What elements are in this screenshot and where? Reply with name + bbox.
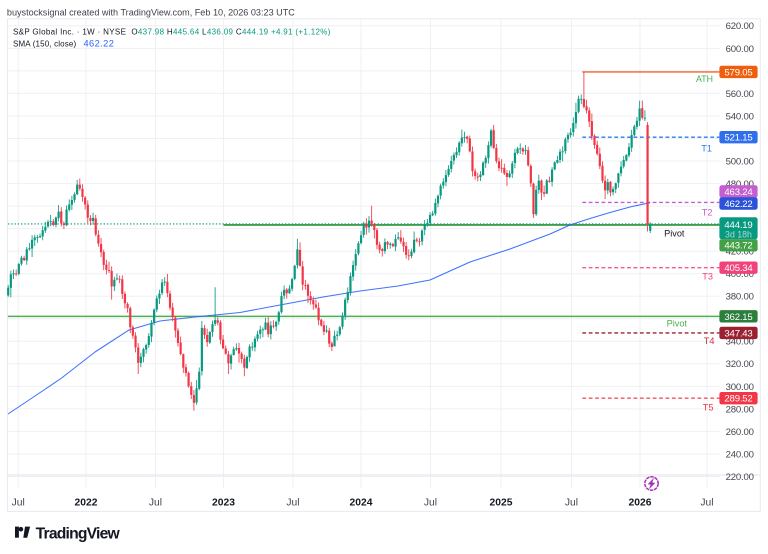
svg-text:320.00: 320.00 bbox=[726, 359, 754, 370]
svg-text:405.34: 405.34 bbox=[724, 263, 753, 274]
svg-text:340.00: 340.00 bbox=[726, 337, 754, 348]
svg-text:T3: T3 bbox=[702, 272, 713, 282]
svg-text:362.15: 362.15 bbox=[724, 312, 752, 323]
svg-text:560.00: 560.00 bbox=[726, 89, 754, 100]
svg-text:Jul: Jul bbox=[12, 498, 25, 509]
svg-text:Jul: Jul bbox=[700, 498, 713, 509]
svg-text:T5: T5 bbox=[703, 402, 714, 412]
svg-text:380.00: 380.00 bbox=[726, 292, 754, 303]
svg-text:347.43: 347.43 bbox=[724, 328, 752, 339]
svg-text:T4: T4 bbox=[704, 336, 715, 346]
svg-text:Jul: Jul bbox=[424, 498, 437, 509]
svg-text:buystocksignal created with Tr: buystocksignal created with TradingView.… bbox=[7, 7, 295, 17]
svg-text:280.00: 280.00 bbox=[726, 404, 754, 415]
svg-text:ATH: ATH bbox=[696, 74, 713, 84]
svg-text:2022: 2022 bbox=[75, 498, 98, 509]
svg-text:Pivot: Pivot bbox=[667, 318, 688, 328]
svg-text:2023: 2023 bbox=[212, 498, 235, 509]
svg-text:444.19: 444.19 bbox=[724, 220, 752, 231]
svg-text:3d 18h: 3d 18h bbox=[725, 229, 752, 239]
svg-text:579.05: 579.05 bbox=[724, 67, 752, 78]
svg-text:540.00: 540.00 bbox=[726, 111, 754, 122]
svg-text:480.00: 480.00 bbox=[726, 179, 754, 190]
svg-text:289.52: 289.52 bbox=[724, 394, 752, 405]
svg-text:Jul: Jul bbox=[565, 498, 578, 509]
svg-text:620.00: 620.00 bbox=[726, 21, 754, 32]
svg-text:443.72: 443.72 bbox=[724, 241, 752, 252]
svg-text:521.15: 521.15 bbox=[724, 133, 752, 144]
svg-text:300.00: 300.00 bbox=[726, 382, 754, 393]
svg-text:220.00: 220.00 bbox=[726, 472, 754, 483]
svg-text:240.00: 240.00 bbox=[726, 449, 754, 460]
svg-text:2025: 2025 bbox=[490, 498, 513, 509]
svg-text:Jul: Jul bbox=[149, 498, 162, 509]
svg-text:462.22: 462.22 bbox=[724, 199, 752, 210]
svg-text:TradingView: TradingView bbox=[36, 526, 121, 543]
svg-text:S&P Global Inc. · 1W · NYSE O: S&P Global Inc. · 1W · NYSE O437.98 H445… bbox=[13, 27, 331, 36]
svg-text:Pivot: Pivot bbox=[664, 228, 685, 238]
svg-text:Jul: Jul bbox=[286, 498, 299, 509]
svg-text:T1: T1 bbox=[701, 144, 712, 154]
svg-text:400.00: 400.00 bbox=[726, 269, 754, 280]
svg-text:500.00: 500.00 bbox=[726, 156, 754, 167]
svg-text:600.00: 600.00 bbox=[726, 44, 754, 55]
svg-text:260.00: 260.00 bbox=[726, 427, 754, 438]
svg-text:2026: 2026 bbox=[629, 498, 652, 509]
svg-text:420.00: 420.00 bbox=[726, 247, 754, 258]
svg-text:463.24: 463.24 bbox=[724, 187, 753, 198]
svg-text:SMA (150, close) 462.22: SMA (150, close) 462.22 bbox=[13, 38, 114, 48]
svg-text:2024: 2024 bbox=[350, 498, 373, 509]
svg-text:T2: T2 bbox=[702, 208, 713, 218]
